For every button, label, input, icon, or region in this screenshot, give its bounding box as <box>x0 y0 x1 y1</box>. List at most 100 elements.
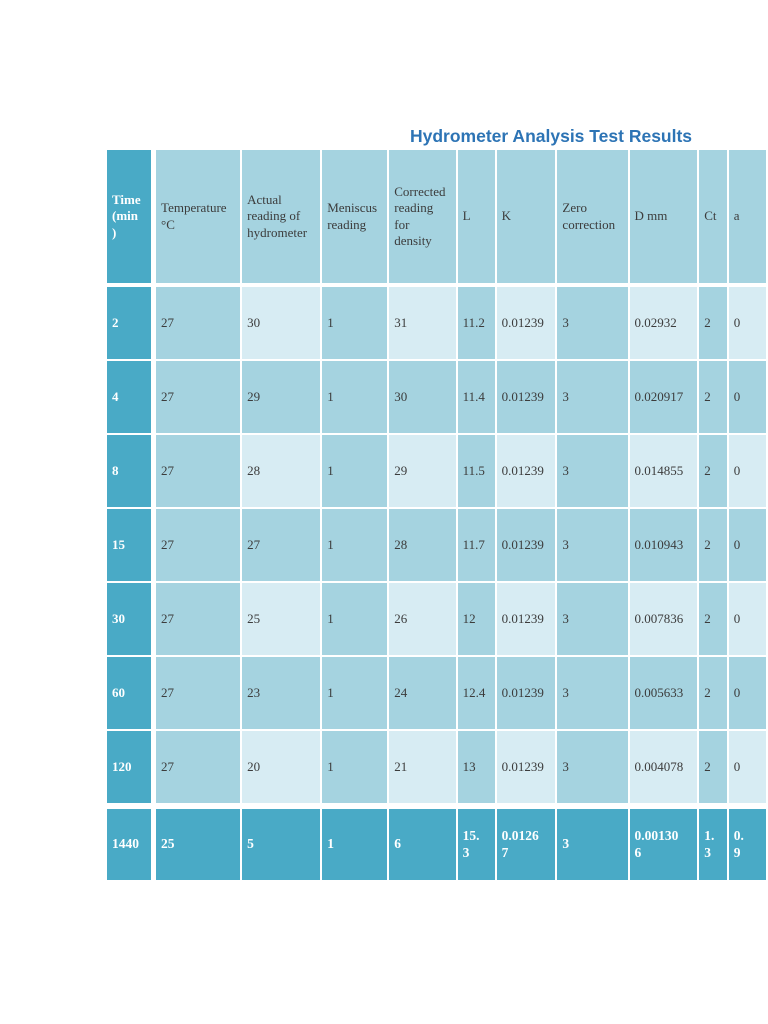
cell-value: 15.3 <box>462 827 480 860</box>
data-cell: 3 <box>557 509 628 581</box>
data-cell: 0 <box>728 657 766 729</box>
column-header: Corrected reading for density <box>389 150 456 285</box>
time-cell: 8 <box>107 435 152 507</box>
data-cell: 0.01267 <box>496 805 556 880</box>
data-cell: 27 <box>153 287 241 359</box>
table-row: 30 27 25 1 26 12 0.01239 3 0.007836 2 0 <box>107 583 766 655</box>
data-cell: 2 <box>699 361 727 433</box>
data-cell: 0.01239 <box>496 287 556 359</box>
time-cell: 1440 <box>107 805 152 880</box>
table-row-total: 1440 25 5 1 6 15.3 0.01267 3 0.001306 1.3 0.9 <box>107 805 766 880</box>
data-cell: 27 <box>153 509 241 581</box>
data-cell: 0.020917 <box>629 361 698 433</box>
data-cell: 0.005633 <box>629 657 698 729</box>
data-cell: 1 <box>322 361 388 433</box>
column-header: D mm <box>629 150 698 285</box>
data-cell: 1 <box>322 805 388 880</box>
data-cell: 1 <box>322 435 388 507</box>
data-cell: 15.3 <box>457 805 495 880</box>
column-header: Meniscus reading <box>322 150 388 285</box>
data-cell: 1 <box>322 657 388 729</box>
column-header-label: Ct <box>704 208 717 224</box>
data-cell: 3 <box>557 583 628 655</box>
data-cell: 5 <box>242 805 321 880</box>
data-cell: 27 <box>153 361 241 433</box>
data-cell: 1 <box>322 731 388 803</box>
data-cell: 0.01239 <box>496 435 556 507</box>
data-cell: 0.01239 <box>496 657 556 729</box>
data-cell: 0 <box>728 361 766 433</box>
data-cell: 2 <box>699 509 727 581</box>
column-header: K <box>496 150 556 285</box>
column-header-label: Meniscus reading <box>327 200 378 232</box>
data-cell: 0.004078 <box>629 731 698 803</box>
table-row: 15 27 27 1 28 11.7 0.01239 3 0.010943 2 0 <box>107 509 766 581</box>
data-cell: 27 <box>153 657 241 729</box>
data-cell: 28 <box>389 509 456 581</box>
data-cell: 20 <box>242 731 321 803</box>
data-cell: 11.7 <box>457 509 495 581</box>
data-cell: 0.01239 <box>496 731 556 803</box>
data-cell: 0.01239 <box>496 361 556 433</box>
data-cell: 2 <box>699 731 727 803</box>
time-cell: 60 <box>107 657 152 729</box>
data-cell: 3 <box>557 287 628 359</box>
data-cell: 25 <box>242 583 321 655</box>
header-row: Time (min) Temperature °C Actual reading o… <box>107 150 766 285</box>
data-cell: 12.4 <box>457 657 495 729</box>
data-cell: 27 <box>153 435 241 507</box>
data-cell: 2 <box>699 435 727 507</box>
data-cell: 1 <box>322 509 388 581</box>
data-cell: 30 <box>242 287 321 359</box>
data-cell: 27 <box>153 583 241 655</box>
data-cell: 2 <box>699 657 727 729</box>
time-cell: 15 <box>107 509 152 581</box>
cell-value: 0.01267 <box>501 827 539 860</box>
column-header-label: K <box>501 208 511 224</box>
column-header-label: Corrected reading for density <box>394 184 446 248</box>
table-row: 60 27 23 1 24 12.4 0.01239 3 0.005633 2 0 <box>107 657 766 729</box>
data-cell: 13 <box>457 731 495 803</box>
cell-value: 0.001306 <box>634 827 679 860</box>
column-header-label: D mm <box>634 208 668 224</box>
column-header: Ct <box>699 150 727 285</box>
data-cell: 3 <box>557 657 628 729</box>
time-cell: 30 <box>107 583 152 655</box>
data-cell: 3 <box>557 435 628 507</box>
page-title: Hydrometer Analysis Test Results <box>410 126 693 146</box>
data-cell: 27 <box>153 731 241 803</box>
data-cell: 0.01239 <box>496 509 556 581</box>
table-row: 120 27 20 1 21 13 0.01239 3 0.004078 2 0 <box>107 731 766 803</box>
data-cell: 0.02932 <box>629 287 698 359</box>
data-cell: 3 <box>557 805 628 880</box>
column-header-label: Temperature °C <box>161 200 227 232</box>
data-cell: 0 <box>728 435 766 507</box>
data-cell: 31 <box>389 287 456 359</box>
table-row: 8 27 28 1 29 11.5 0.01239 3 0.014855 2 0 <box>107 435 766 507</box>
column-header: Zero correction <box>557 150 628 285</box>
data-cell: 12 <box>457 583 495 655</box>
data-cell: 29 <box>389 435 456 507</box>
column-header-label: Actual reading of hydrometer <box>247 192 308 240</box>
time-cell: 2 <box>107 287 152 359</box>
data-cell: 0.001306 <box>629 805 698 880</box>
column-header: a <box>728 150 766 285</box>
data-cell: 11.4 <box>457 361 495 433</box>
data-cell: 26 <box>389 583 456 655</box>
data-cell: 21 <box>389 731 456 803</box>
data-cell: 11.2 <box>457 287 495 359</box>
data-cell: 0.007836 <box>629 583 698 655</box>
column-header-label: Zero correction <box>562 200 616 232</box>
data-cell: 2 <box>699 583 727 655</box>
data-cell: 28 <box>242 435 321 507</box>
data-cell: 1 <box>322 287 388 359</box>
time-cell: 120 <box>107 731 152 803</box>
data-cell: 0.014855 <box>629 435 698 507</box>
column-header-label: Time (min) <box>112 192 141 240</box>
data-cell: 1 <box>322 583 388 655</box>
data-cell: 27 <box>242 509 321 581</box>
data-cell: 1.3 <box>699 805 727 880</box>
data-cell: 11.5 <box>457 435 495 507</box>
table-body: 2 27 30 1 31 11.2 0.01239 3 0.02932 2 0 4 27 29 1 30 11.… <box>107 287 766 880</box>
cell-value: 1.3 <box>704 827 715 860</box>
